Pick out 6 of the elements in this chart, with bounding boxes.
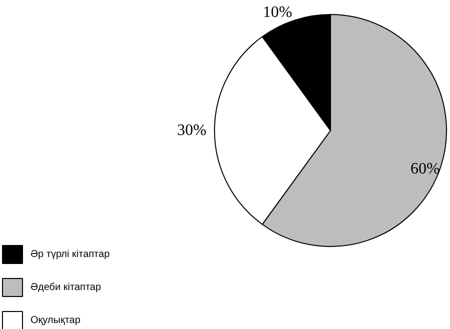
- data-label: 30%: [177, 122, 206, 139]
- data-label: 10%: [262, 4, 292, 22]
- data-label: 60%: [410, 160, 440, 178]
- legend-label: Әр түрлі кітаптар: [30, 249, 110, 260]
- legend-label: Оқулықтар: [30, 315, 81, 326]
- legend-label: Әдеби кітаптар: [30, 282, 102, 293]
